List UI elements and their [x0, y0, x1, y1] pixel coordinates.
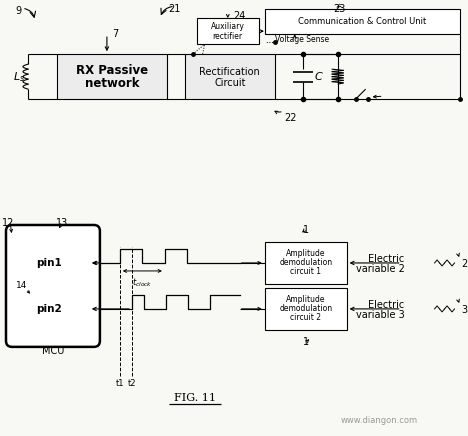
Text: Communication & Control Unit: Communication & Control Unit [298, 17, 426, 26]
Text: 1: 1 [303, 225, 309, 235]
Text: www.diangon.com: www.diangon.com [341, 416, 418, 425]
Text: Circuit: Circuit [214, 78, 246, 88]
Bar [197, 18, 259, 44]
Bar [265, 9, 460, 34]
Text: Amplitude: Amplitude [286, 249, 325, 259]
Text: C: C [314, 72, 322, 82]
Text: Electric: Electric [368, 300, 405, 310]
Text: 2: 2 [461, 259, 468, 269]
Text: Amplitude: Amplitude [286, 296, 325, 304]
Text: 22: 22 [285, 113, 297, 123]
Text: t1: t1 [116, 379, 124, 388]
Text: RX Passive: RX Passive [76, 64, 148, 77]
Text: demodulation: demodulation [279, 259, 332, 267]
Text: circuit 2: circuit 2 [290, 313, 321, 322]
Text: 21: 21 [168, 4, 181, 14]
Text: circuit 1: circuit 1 [290, 267, 321, 276]
Text: 7: 7 [112, 29, 118, 39]
Text: Auxiliary: Auxiliary [211, 22, 245, 31]
Text: 12: 12 [2, 218, 14, 228]
Text: pin1: pin1 [36, 258, 62, 268]
Bar [185, 54, 275, 99]
Text: 9: 9 [15, 6, 21, 16]
Bar [57, 54, 167, 99]
Text: variable 3: variable 3 [356, 310, 405, 320]
Text: $L_s$: $L_s$ [13, 70, 25, 84]
Text: rectifier: rectifier [213, 32, 243, 41]
FancyBboxPatch shape [6, 225, 100, 347]
Text: 23: 23 [334, 4, 346, 14]
Text: 3: 3 [461, 305, 468, 315]
Text: pin2: pin2 [36, 304, 62, 314]
Text: 1: 1 [303, 337, 309, 347]
Text: MCU: MCU [42, 346, 64, 356]
Text: variable 2: variable 2 [356, 264, 405, 274]
Text: 24: 24 [233, 11, 245, 21]
Text: network: network [85, 77, 139, 90]
Text: FIG. 11: FIG. 11 [174, 393, 216, 403]
Text: t2: t2 [128, 379, 136, 388]
Text: 13: 13 [56, 218, 68, 228]
Text: Rectification: Rectification [199, 67, 260, 77]
Bar [265, 288, 347, 330]
Bar [265, 242, 347, 284]
Text: 14: 14 [16, 281, 28, 290]
Text: Electric: Electric [368, 254, 405, 264]
Text: demodulation: demodulation [279, 304, 332, 313]
Text: Voltage Sense: Voltage Sense [275, 35, 329, 44]
Text: $t_{clock}$: $t_{clock}$ [132, 277, 153, 290]
